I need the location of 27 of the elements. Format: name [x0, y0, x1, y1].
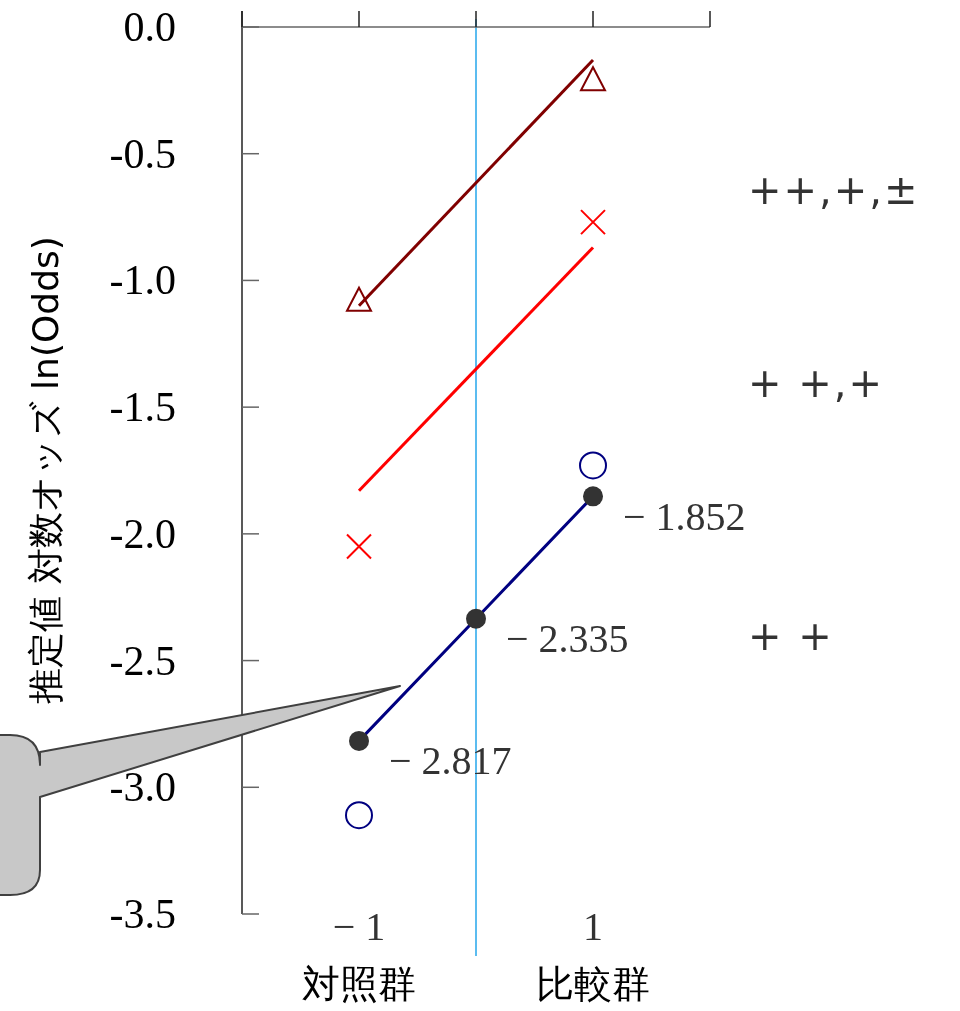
- text: + +: [748, 613, 834, 659]
- text: 対照群: [302, 962, 416, 1006]
- point: [580, 66, 606, 92]
- y-tick-label: -1.5: [109, 384, 176, 431]
- y-tick-label: 0.0: [123, 4, 176, 50]
- text: + +,+: [748, 360, 884, 406]
- x-tick-label: 1: [583, 904, 603, 949]
- point: [345, 801, 373, 830]
- y-tick-label: -1.0: [109, 257, 176, 304]
- y-tick-label: -3.5: [109, 891, 176, 937]
- x-tick-label: − 1: [332, 904, 386, 949]
- y-tick-label: -0.5: [109, 130, 176, 177]
- point: [583, 486, 603, 507]
- point: [579, 451, 607, 480]
- data-label: − 1.852: [623, 493, 746, 539]
- data-label: − 2.335: [506, 616, 629, 662]
- y-tick-label: -3.0: [109, 764, 176, 811]
- y-tick-label: -2.5: [109, 637, 176, 684]
- point: [346, 286, 372, 312]
- point: [466, 608, 486, 629]
- point: [346, 533, 372, 560]
- point: [580, 209, 606, 236]
- y-tick-label: -2.0: [109, 510, 176, 557]
- text: ++,+,±: [748, 167, 920, 213]
- text: 比較群: [536, 962, 650, 1006]
- y-axis-title: 推定値 対数オッズ ln(Odds): [25, 236, 66, 704]
- point: [349, 730, 369, 751]
